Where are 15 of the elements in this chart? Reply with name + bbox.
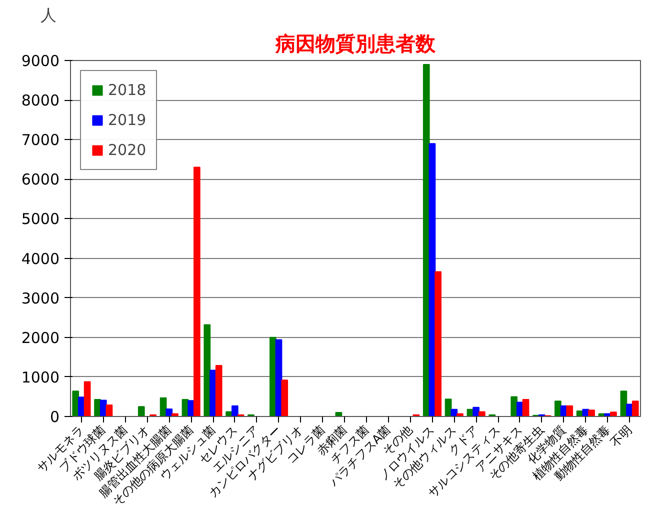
- y-tick-label: 4000: [21, 250, 60, 268]
- chart-title: 病因物質別患者数: [274, 32, 436, 56]
- legend-label: 2019: [108, 111, 146, 129]
- y-tick-label: 6000: [21, 170, 60, 189]
- y-tick-label: 5000: [21, 210, 60, 228]
- y-tick-label: 3000: [21, 289, 60, 308]
- y-tick-label: 9000: [21, 52, 60, 70]
- y-tick-label: 0: [50, 408, 60, 426]
- y-tick-label: 7000: [21, 131, 60, 150]
- legend-label: 2020: [108, 141, 146, 159]
- y-tick-label: 1000: [21, 368, 60, 386]
- y-axis-title: 人: [40, 6, 56, 24]
- y-tick-label: 2000: [21, 328, 60, 347]
- legend-label: 2018: [108, 81, 146, 99]
- y-tick-label: 8000: [21, 92, 60, 110]
